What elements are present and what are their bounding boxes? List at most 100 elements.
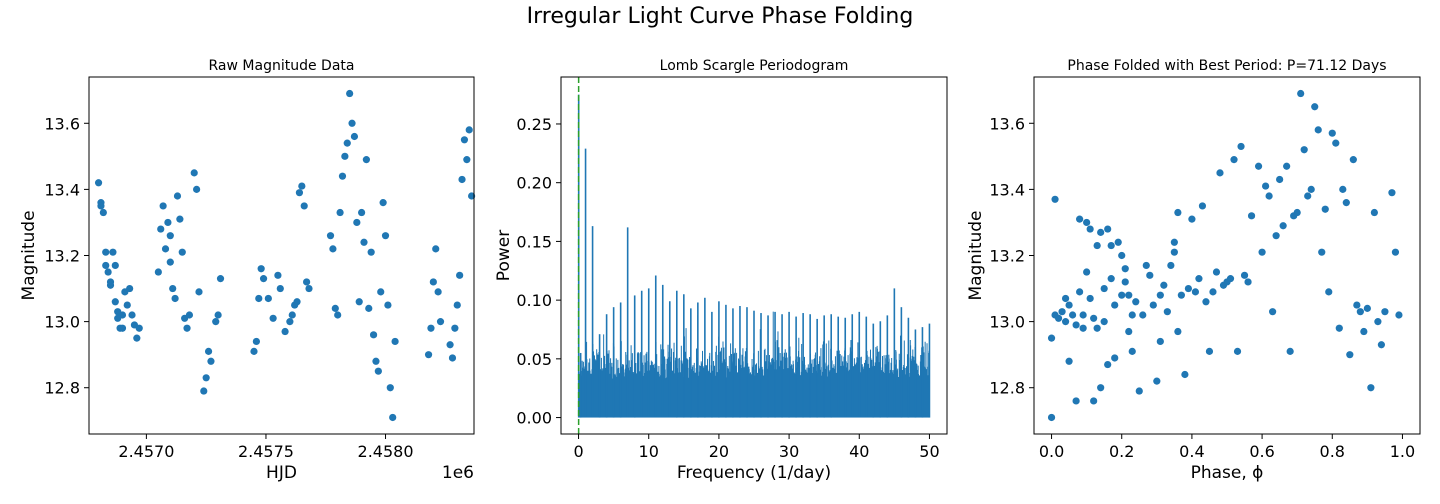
chart1-point [118,324,127,332]
chart3-point [1047,413,1056,422]
chart3-point [1174,208,1182,217]
chart2-ytick-label: 0.10 [516,291,552,310]
chart3-point [1083,218,1091,227]
chart3-point [1191,288,1200,296]
chart3-point [1054,314,1063,322]
chart3-point [1174,327,1182,336]
chart2-xtick-label: 10 [639,442,659,461]
chart1-point [169,284,177,293]
chart2-ytick-label: 0.05 [516,350,552,369]
chart3-point [1156,337,1164,346]
chart1-point [460,136,469,144]
chart1-point [204,347,213,355]
chart1-point [176,215,184,223]
chart3-point [1121,278,1129,286]
chart1-point [106,281,115,289]
chart3-point [1093,241,1101,250]
chart1-point [334,311,342,319]
chart1-point [326,232,335,240]
chart3-point [1104,225,1112,233]
chart1-point [173,192,182,200]
chart3-point [1072,321,1080,329]
chart1-point [214,311,222,319]
chart3-point [1170,238,1178,246]
chart1-xtick-label: 2.4570 [118,442,174,461]
chart1-point [183,324,191,332]
chart1-ytick-label: 12.8 [44,379,80,398]
chart1-xtick-label: 2.4575 [238,442,294,461]
chart3-point [1160,281,1168,289]
chart3-point [1342,199,1350,207]
chart3-point [1114,238,1122,246]
chart3-title: Phase Folded with Best Period: P=71.12 D… [1067,58,1386,74]
chart1-point [94,179,103,187]
chart1-point [135,324,143,332]
chart3-point [1086,294,1094,303]
chart3-point [1146,271,1154,279]
chart1-point [303,278,311,286]
chart3-point [1097,384,1105,392]
chart1-x-offset-label: 1e6 [442,463,474,483]
chart3-point [1167,261,1175,270]
chart1-point [257,265,265,273]
chart1-point [336,208,344,217]
chart3-point [1086,225,1094,233]
chart3-point [1370,208,1378,217]
chart3-point [1325,288,1333,296]
chart3-point [1391,248,1400,256]
chart3-point [1121,265,1129,273]
chart3-point [1100,284,1108,293]
chart3-point [1111,354,1119,362]
chart2-title: Lomb Scargle Periodogram [660,58,849,74]
chart1-point [264,294,272,303]
chart1-point [123,301,131,309]
chart1-point [436,318,445,326]
chart2-xtick-label: 40 [849,442,869,461]
chart1-point [456,271,464,279]
chart3-point [1300,146,1308,154]
chart1-point [379,199,387,207]
chart3-point [1388,189,1396,197]
chart1-point [446,341,454,349]
chart2-ylabel: Power [494,230,514,281]
chart3-point [1374,318,1382,326]
chart3-ytick-label: 13.0 [989,313,1025,332]
chart3-point [1188,215,1196,223]
chart3-ylabel: Magnitude [966,210,986,300]
chart3-point [1149,301,1157,309]
chart3-point [1047,334,1056,342]
chart3-point [1051,195,1059,203]
chart3-xtick-label: 0.6 [1249,442,1274,461]
chart3-point [1142,261,1150,270]
chart3-point [1076,215,1084,223]
chart3-point [1230,156,1238,164]
chart1-point [362,156,370,164]
chart1-point [300,202,308,210]
chart1-point [374,367,382,375]
chart1-point [360,238,368,246]
chart1-ytick-label: 13.6 [44,114,80,133]
chart1-point [104,268,112,276]
chart1-point [348,119,356,127]
chart1-point [358,208,366,217]
chart3-point [1318,248,1326,256]
chart3-point [1065,357,1073,365]
chart3-point [1209,288,1217,296]
chart1-point [391,337,399,346]
chart3-point [1381,308,1389,316]
chart1-ytick-label: 13.0 [44,313,80,332]
chart1-point [451,324,459,332]
chart3-point [1107,275,1115,283]
chart1-point [200,387,208,395]
chart3-point [1233,347,1242,355]
chart1-point [216,275,225,283]
chart1-point [346,89,354,98]
chart1-point [255,294,263,303]
chart1-point [102,248,110,256]
chart1-point [331,304,339,312]
chart3-point [1083,268,1091,276]
chart3-point [1079,311,1087,319]
chart1-point [381,232,390,240]
chart1-frame [88,76,475,435]
